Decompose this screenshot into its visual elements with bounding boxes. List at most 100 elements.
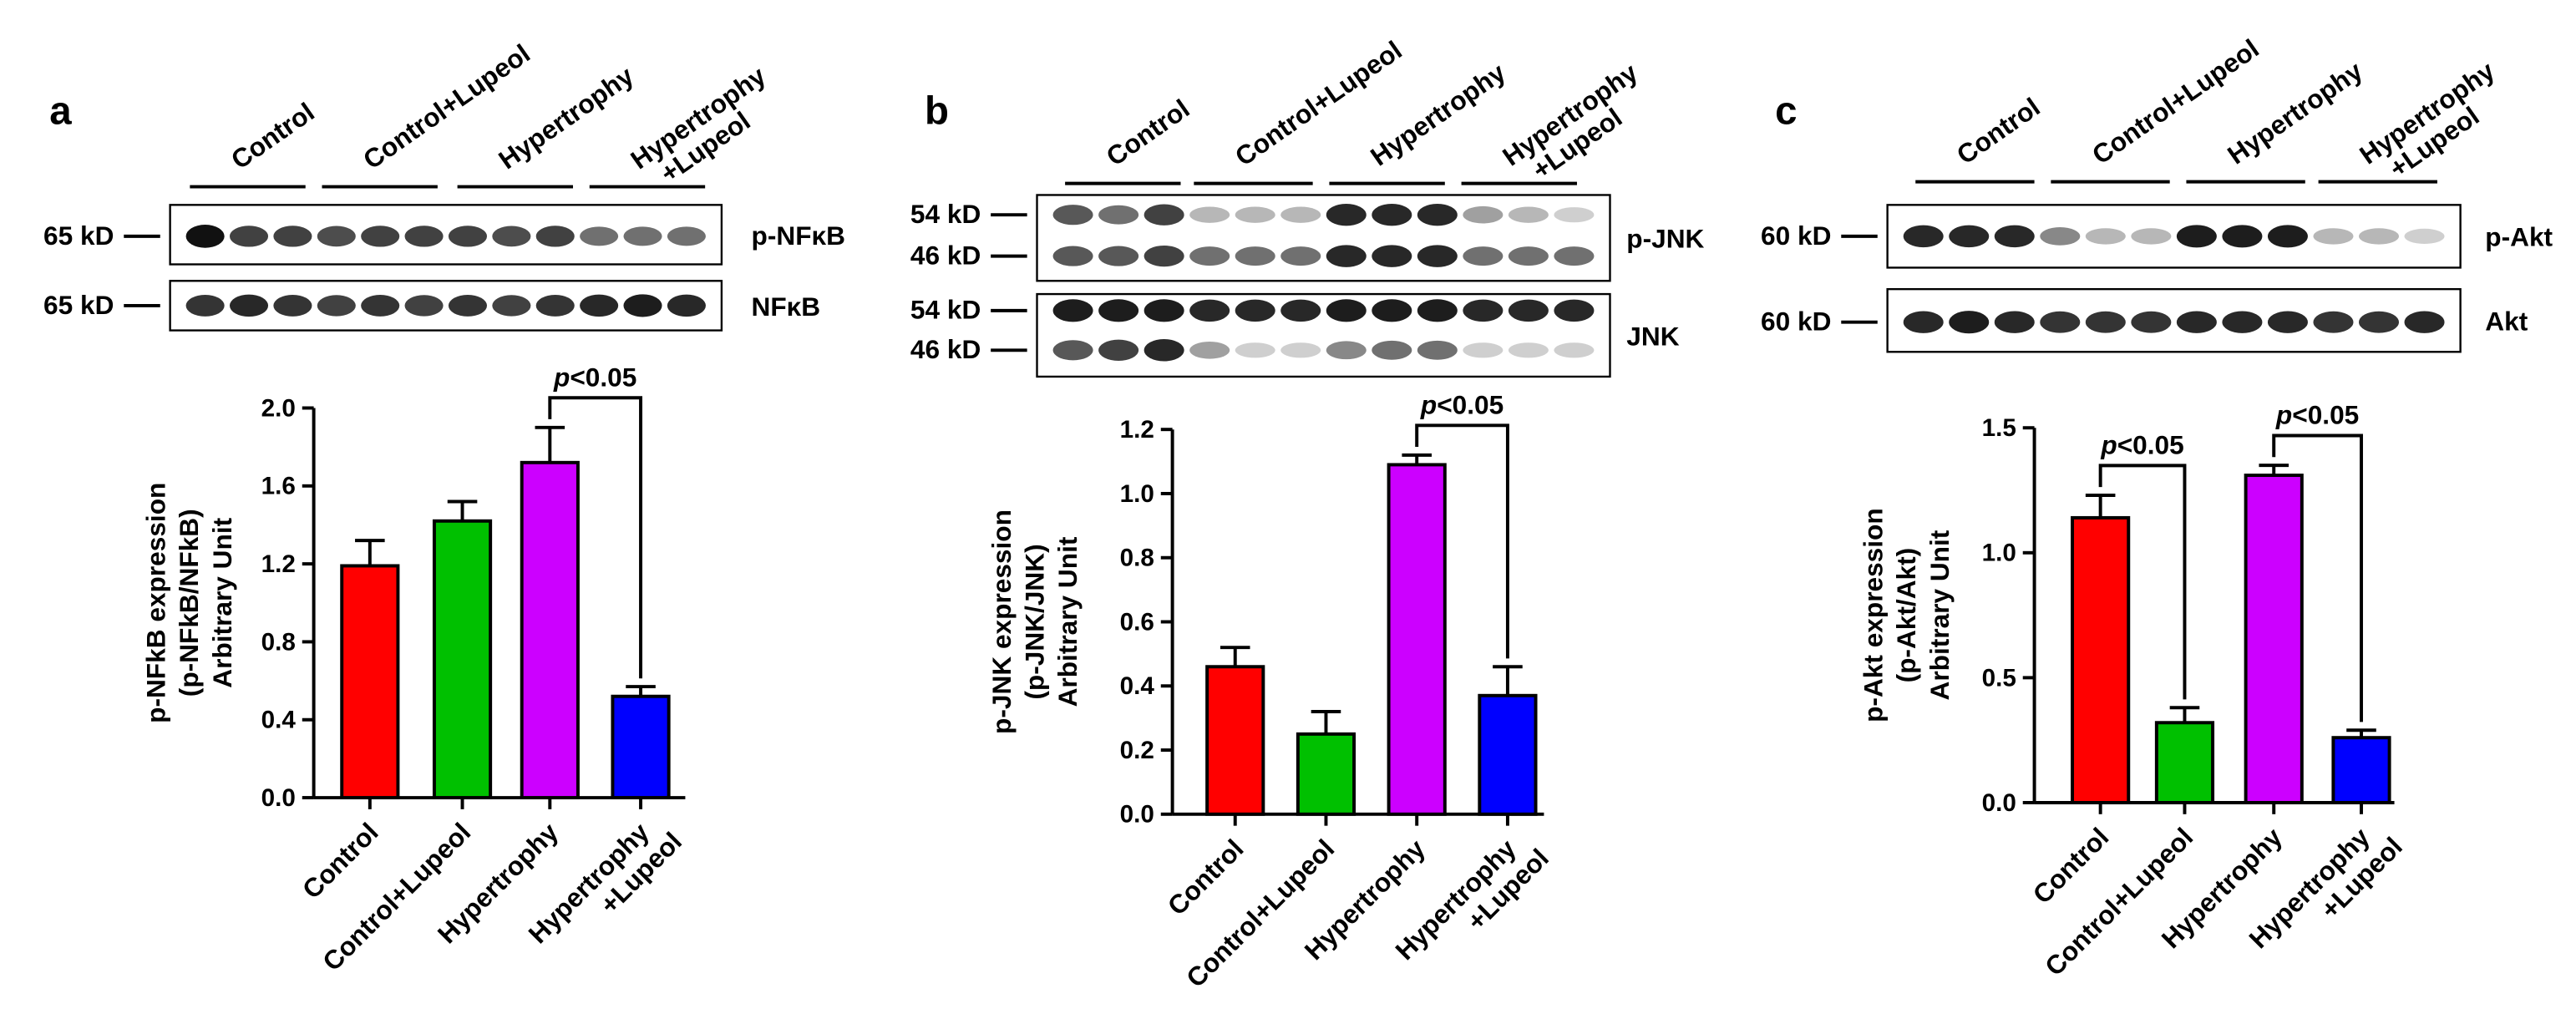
y-axis-label: Arbitrary Unit: [1052, 536, 1083, 707]
significance-bracket: [2272, 433, 2363, 722]
band: [2222, 225, 2263, 248]
protein-label: Akt: [2485, 307, 2528, 337]
marker-label: 60 kD: [1761, 220, 1831, 251]
band: [2404, 228, 2445, 244]
significance-bracket: [548, 396, 643, 679]
y-axis-label: p-Akt expression: [1858, 508, 1889, 722]
y-axis-label: p-JNK expression: [986, 509, 1017, 734]
bar: [2331, 736, 2391, 804]
band: [1143, 245, 1184, 267]
band: [2131, 228, 2172, 245]
band: [1326, 203, 1367, 226]
band: [1326, 245, 1367, 267]
band: [404, 226, 444, 247]
band: [1235, 246, 1275, 266]
band: [1326, 341, 1367, 360]
marker-label: 54 kD: [910, 295, 981, 325]
bar: [432, 519, 493, 800]
band: [1098, 339, 1139, 361]
marker-label: 46 kD: [910, 334, 981, 364]
bar: [520, 460, 580, 800]
lane-label: Hypertrophy+Lupeol: [2354, 55, 2516, 193]
band: [1143, 339, 1184, 362]
band: [1280, 299, 1321, 322]
band: [2222, 311, 2263, 333]
band: [1508, 206, 1549, 223]
y-axis-label: (p-JNK/JNK): [1019, 544, 1049, 699]
band: [1463, 246, 1504, 266]
band: [2267, 311, 2308, 333]
band: [1903, 225, 1944, 248]
y-axis-label: Arbitrary Unit: [1924, 530, 1955, 700]
marker-label: 60 kD: [1761, 307, 1831, 337]
band: [1098, 299, 1139, 322]
y-tick-label: 0.0: [261, 784, 296, 812]
significance-label: p<0.05: [2275, 400, 2359, 430]
band: [1098, 246, 1139, 266]
band: [580, 226, 619, 246]
band: [1280, 342, 1321, 358]
significance-bracket: [2098, 464, 2187, 700]
band: [317, 295, 356, 317]
band: [2176, 311, 2217, 333]
bar: [2154, 721, 2215, 804]
protein-label: p-Akt: [2485, 222, 2553, 252]
y-tick-label: 1.0: [1120, 480, 1154, 508]
band: [1052, 205, 1093, 226]
band: [1280, 246, 1321, 266]
band: [1052, 299, 1093, 322]
band: [1554, 207, 1595, 223]
band: [1994, 311, 2035, 333]
band: [2131, 311, 2172, 333]
band: [492, 226, 531, 247]
band: [2085, 228, 2126, 245]
marker-label: 46 kD: [910, 240, 981, 270]
y-axis-label: Arbitrary Unit: [207, 517, 237, 687]
marker-label: 54 kD: [910, 199, 981, 229]
lane-label: Hypertrophy+Lupeol: [625, 60, 787, 198]
x-tick-label: Control+Lupeol: [2039, 822, 2198, 981]
band: [2359, 228, 2399, 245]
x-tick-label: Control: [297, 817, 384, 905]
lane-label: Hypertrophy: [1365, 57, 1511, 172]
band: [1280, 206, 1321, 223]
lane-label: Control: [226, 97, 320, 175]
band: [2176, 225, 2217, 248]
panel-label: a: [49, 89, 72, 133]
band: [1235, 206, 1275, 223]
bar: [340, 564, 400, 800]
band: [1372, 203, 1412, 226]
band: [1554, 299, 1595, 322]
band: [1372, 245, 1412, 267]
x-tick-label: Control: [1162, 834, 1250, 921]
protein-label: p-JNK: [1626, 224, 1704, 254]
band: [1903, 311, 1944, 333]
y-axis-label: (p-NFkB/NFkB): [174, 509, 204, 697]
band: [1463, 342, 1504, 358]
band: [1508, 342, 1549, 358]
significance-bracket: [1415, 423, 1509, 659]
band: [1949, 225, 1990, 248]
band: [361, 226, 400, 247]
panel-label: b: [925, 89, 949, 133]
lane-label: Control: [1951, 92, 2046, 170]
band: [1235, 342, 1275, 358]
band: [229, 294, 269, 317]
lane-label: Hypertrophy: [2222, 55, 2368, 170]
band: [1508, 246, 1549, 266]
y-tick-label: 1.2: [261, 550, 296, 578]
y-axis-label: (p-Akt/Akt): [1891, 548, 1921, 683]
band: [1189, 206, 1230, 223]
lane-label: Hypertrophy+Lupeol: [1497, 57, 1659, 195]
band: [1417, 245, 1458, 267]
band: [1994, 225, 2035, 248]
y-tick-label: 0.0: [1120, 801, 1154, 829]
band: [448, 294, 488, 317]
protein-label: JNK: [1626, 321, 1679, 351]
lane-label: Control: [1101, 94, 1195, 172]
band: [185, 294, 225, 317]
y-tick-label: 0.4: [261, 707, 297, 734]
bar: [611, 694, 671, 800]
y-tick-label: 0.2: [1120, 737, 1154, 764]
band: [1189, 342, 1230, 359]
